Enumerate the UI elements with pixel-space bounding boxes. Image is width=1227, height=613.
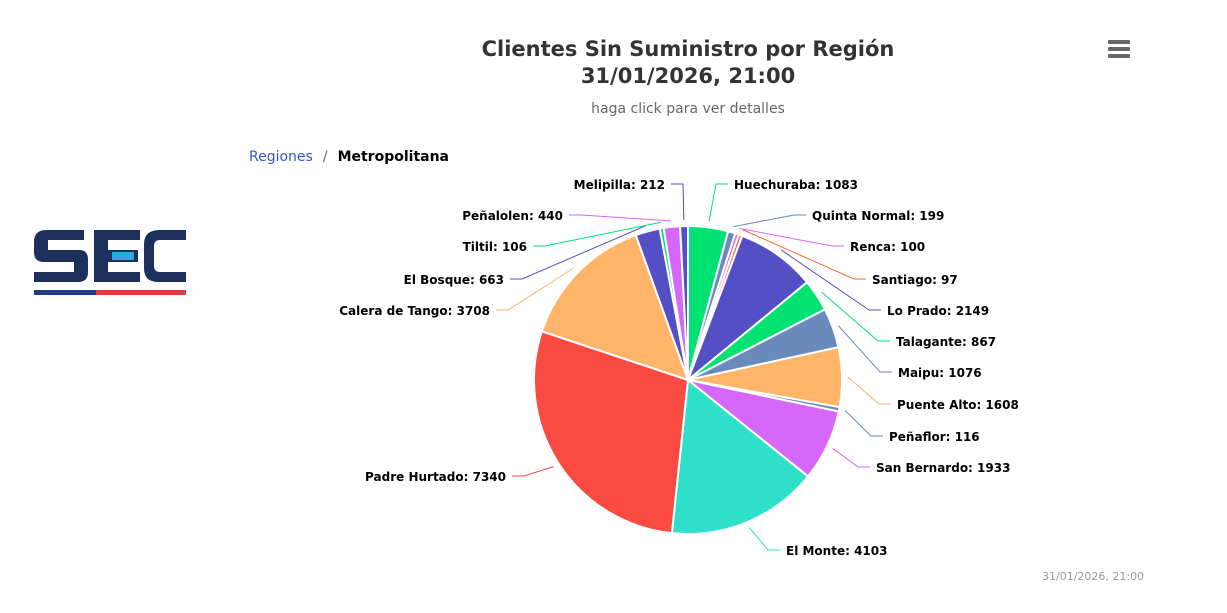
data-label-huechuraba: Huechuraba: 1083 <box>734 178 858 192</box>
connector-penalolen <box>569 214 672 222</box>
breadcrumb-regiones-link[interactable]: Regiones <box>249 149 313 165</box>
chart-timestamp: 31/01/2026, 21:00 <box>1042 570 1145 583</box>
data-label-san-bernardo: San Bernardo: 1933 <box>876 461 1010 475</box>
data-label-talagante: Talagante: 867 <box>896 335 996 349</box>
chart-title-line1: Clientes Sin Suministro por Región <box>481 37 895 61</box>
connector-el-bosque <box>510 225 647 280</box>
connector-lo-prado <box>780 249 881 311</box>
connector-puente-alto <box>847 376 891 405</box>
data-label-quinta-normal: Quinta Normal: 199 <box>812 209 944 223</box>
data-label-penalolen: Peñalolen: 440 <box>462 209 563 223</box>
connector-huechuraba <box>708 183 728 222</box>
connector-melipilla <box>671 183 685 221</box>
breadcrumb-current: Metropolitana <box>337 149 449 165</box>
pie-slice-calera-de-tango[interactable] <box>540 233 690 382</box>
pie-slice-padre-hurtado[interactable] <box>533 330 690 535</box>
data-label-el-monte: El Monte: 4103 <box>786 544 887 558</box>
data-label-penaflor: Peñaflor: 116 <box>889 430 980 444</box>
connector-talagante <box>821 291 890 342</box>
data-label-calera-de-tango: Calera de Tango: 3708 <box>339 304 490 318</box>
data-label-el-bosque: El Bosque: 663 <box>404 273 504 287</box>
pie-slice-melipilla[interactable] <box>679 224 689 381</box>
data-label-padre-hurtado: Padre Hurtado: 7340 <box>365 470 506 484</box>
data-label-melipilla: Melipilla: 212 <box>574 178 665 192</box>
data-label-maipu: Maipu: 1076 <box>898 366 982 380</box>
connector-quinta-normal <box>733 214 806 228</box>
sec-logo <box>34 230 186 295</box>
data-label-tiltil: Tiltil: 106 <box>463 240 527 254</box>
data-label-puente-alto: Puente Alto: 1608 <box>897 398 1019 412</box>
breadcrumb: Regiones / Metropolitana <box>249 149 449 165</box>
chart-title: Clientes Sin Suministro por Región 31/01… <box>388 36 988 90</box>
connector-renca <box>738 227 844 247</box>
pie-slice-el-monte[interactable] <box>670 378 810 535</box>
data-label-santiago: Santiago: 97 <box>872 273 958 287</box>
connector-penaflor <box>844 410 883 437</box>
connector-el-monte <box>749 527 780 551</box>
data-label-lo-prado: Lo Prado: 2149 <box>887 304 989 318</box>
connector-san-bernardo <box>832 447 870 468</box>
chart-subtitle: haga click para ver detalles <box>591 101 785 117</box>
connector-santiago <box>742 229 866 280</box>
breadcrumb-separator: / <box>322 149 328 165</box>
chart-title-line2: 31/01/2026, 21:00 <box>580 64 796 88</box>
connector-tiltil <box>533 221 661 247</box>
connector-padre-hurtado <box>512 466 554 477</box>
connector-maipu <box>838 325 892 373</box>
data-label-renca: Renca: 100 <box>850 240 925 254</box>
connector-calera-de-tango <box>496 267 574 311</box>
hamburger-menu-icon[interactable] <box>1108 40 1134 62</box>
